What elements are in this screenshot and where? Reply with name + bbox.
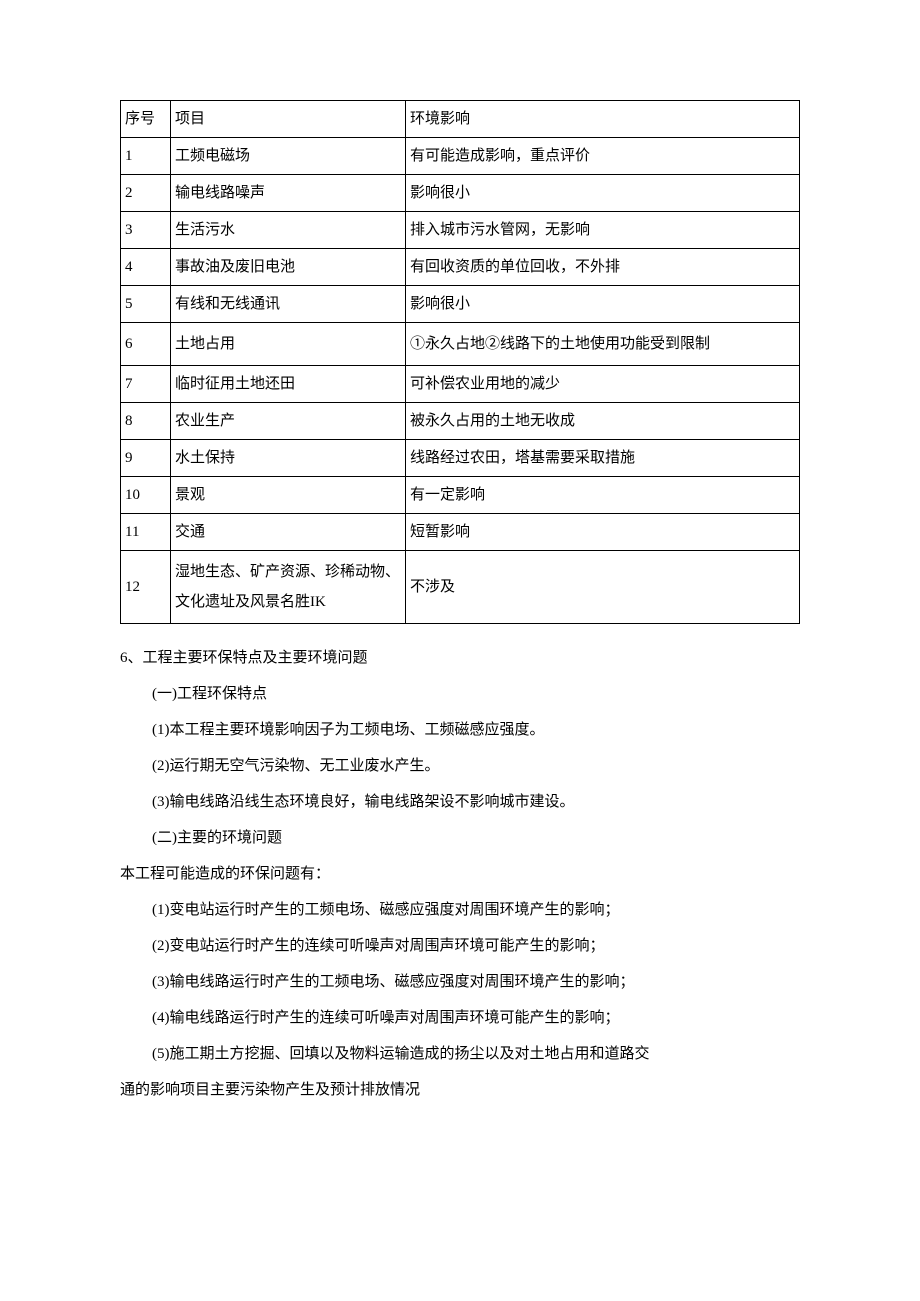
cell-impact: 不涉及	[406, 551, 800, 624]
cell-impact: 被永久占用的土地无收成	[406, 403, 800, 440]
sub1-item: (1)本工程主要环境影响因子为工频电场、工频磁感应强度。	[120, 712, 800, 748]
cell-num: 8	[121, 403, 171, 440]
cell-item: 景观	[171, 477, 406, 514]
cell-item: 事故油及废旧电池	[171, 249, 406, 286]
cell-impact: 排入城市污水管网，无影响	[406, 212, 800, 249]
table-row: 9 水土保持 线路经过农田，塔基需要采取措施	[121, 440, 800, 477]
table-row: 1 工频电磁场 有可能造成影响，重点评价	[121, 138, 800, 175]
table-row: 12 湿地生态、矿产资源、珍稀动物、文化遗址及风景名胜IK 不涉及	[121, 551, 800, 624]
cell-num: 12	[121, 551, 171, 624]
cell-impact: 有回收资质的单位回收，不外排	[406, 249, 800, 286]
cell-impact: 短暂影响	[406, 514, 800, 551]
table-header-row: 序号 项目 环境影响	[121, 101, 800, 138]
sub2-tail: 通的影响项目主要污染物产生及预计排放情况	[120, 1072, 800, 1108]
sub2-item: (5)施工期土方挖掘、回填以及物料运输造成的扬尘以及对土地占用和道路交	[120, 1036, 800, 1072]
sub2-intro: 本工程可能造成的环保问题有：	[120, 856, 800, 892]
section-heading: 6、工程主要环保特点及主要环境问题	[120, 640, 800, 676]
sub2-item: (1)变电站运行时产生的工频电场、磁感应强度对周围环境产生的影响；	[120, 892, 800, 928]
cell-num: 5	[121, 286, 171, 323]
header-item: 项目	[171, 101, 406, 138]
cell-impact: 有一定影响	[406, 477, 800, 514]
cell-num: 10	[121, 477, 171, 514]
sub2-item: (4)输电线路运行时产生的连续可听噪声对周围声环境可能产生的影响；	[120, 1000, 800, 1036]
cell-num: 11	[121, 514, 171, 551]
cell-num: 2	[121, 175, 171, 212]
table-row: 10 景观 有一定影响	[121, 477, 800, 514]
header-impact: 环境影响	[406, 101, 800, 138]
cell-item: 水土保持	[171, 440, 406, 477]
cell-item: 输电线路噪声	[171, 175, 406, 212]
table-row: 11 交通 短暂影响	[121, 514, 800, 551]
table-row: 3 生活污水 排入城市污水管网，无影响	[121, 212, 800, 249]
cell-num: 6	[121, 323, 171, 366]
cell-item: 工频电磁场	[171, 138, 406, 175]
table-row: 5 有线和无线通讯 影响很小	[121, 286, 800, 323]
table-row: 7 临时征用土地还田 可补偿农业用地的减少	[121, 366, 800, 403]
table-row: 6 土地占用 ①永久占地②线路下的土地使用功能受到限制	[121, 323, 800, 366]
sub2-item: (2)变电站运行时产生的连续可听噪声对周围声环境可能产生的影响；	[120, 928, 800, 964]
cell-num: 4	[121, 249, 171, 286]
table-row: 2 输电线路噪声 影响很小	[121, 175, 800, 212]
cell-impact: 可补偿农业用地的减少	[406, 366, 800, 403]
cell-item: 临时征用土地还田	[171, 366, 406, 403]
table-row: 8 农业生产 被永久占用的土地无收成	[121, 403, 800, 440]
header-num: 序号	[121, 101, 171, 138]
cell-item: 生活污水	[171, 212, 406, 249]
cell-impact: 影响很小	[406, 175, 800, 212]
cell-num: 9	[121, 440, 171, 477]
sub2-title: (二)主要的环境问题	[120, 820, 800, 856]
sub1-item: (3)输电线路沿线生态环境良好，输电线路架设不影响城市建设。	[120, 784, 800, 820]
cell-item: 有线和无线通讯	[171, 286, 406, 323]
cell-impact: ①永久占地②线路下的土地使用功能受到限制	[406, 323, 800, 366]
impact-table: 序号 项目 环境影响 1 工频电磁场 有可能造成影响，重点评价 2 输电线路噪声…	[120, 100, 800, 624]
cell-item: 湿地生态、矿产资源、珍稀动物、文化遗址及风景名胜IK	[171, 551, 406, 624]
sub1-item: (2)运行期无空气污染物、无工业废水产生。	[120, 748, 800, 784]
cell-item: 交通	[171, 514, 406, 551]
cell-num: 1	[121, 138, 171, 175]
sub1-title: (一)工程环保特点	[120, 676, 800, 712]
cell-item: 农业生产	[171, 403, 406, 440]
table-row: 4 事故油及废旧电池 有回收资质的单位回收，不外排	[121, 249, 800, 286]
sub2-item: (3)输电线路运行时产生的工频电场、磁感应强度对周围环境产生的影响；	[120, 964, 800, 1000]
cell-impact: 有可能造成影响，重点评价	[406, 138, 800, 175]
cell-num: 3	[121, 212, 171, 249]
cell-impact: 线路经过农田，塔基需要采取措施	[406, 440, 800, 477]
cell-item: 土地占用	[171, 323, 406, 366]
cell-impact: 影响很小	[406, 286, 800, 323]
cell-num: 7	[121, 366, 171, 403]
